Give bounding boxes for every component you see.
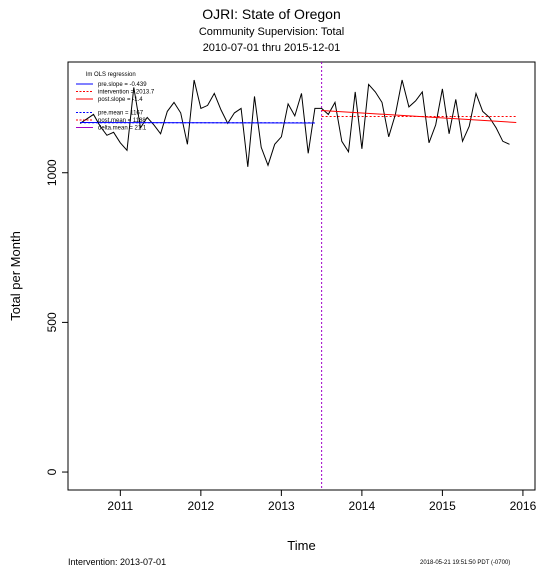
plot-frame bbox=[67, 61, 536, 491]
chart-subtitle: Community Supervision: Total bbox=[198, 26, 345, 38]
x-tick-label: 2016 bbox=[510, 499, 537, 513]
intervention-note: Intervention: 2013-07-01 bbox=[68, 557, 167, 567]
post-fit-line bbox=[321, 109, 517, 123]
legend-title: lm OLS regression bbox=[86, 72, 136, 78]
y-axis-label: Total per Month bbox=[8, 231, 23, 321]
y-tick-label: 0 bbox=[45, 468, 59, 475]
timestamp: 2018-05-21 19:51:50 PDT (-0700) bbox=[420, 560, 511, 566]
legend-entry: pre.slope = -0.439 bbox=[98, 82, 147, 88]
legend-entry: delta.mean = 21.1 bbox=[98, 126, 147, 132]
x-tick-label: 2015 bbox=[429, 499, 456, 513]
legend-entry: pre.mean = 1167 bbox=[98, 111, 144, 117]
x-tick-label: 2014 bbox=[349, 499, 376, 513]
pre-fit-line bbox=[80, 121, 315, 124]
x-tick-label: 2011 bbox=[107, 499, 133, 513]
date-range: 2010-07-01 thru 2015-12-01 bbox=[202, 42, 341, 54]
x-axis-label: Time bbox=[287, 538, 315, 553]
x-tick-label: 2013 bbox=[268, 499, 295, 513]
x-tick-label: 2012 bbox=[188, 499, 215, 513]
y-tick-label: 1000 bbox=[45, 159, 59, 186]
legend-entry: intervention = 2013.7 bbox=[98, 90, 155, 96]
y-tick-label: 500 bbox=[45, 312, 59, 332]
legend-entry: post.mean = 1188 bbox=[98, 118, 146, 124]
legend-entry: post.slope = -1.4 bbox=[98, 97, 143, 103]
chart-title: OJRI: State of Oregon bbox=[202, 6, 341, 22]
